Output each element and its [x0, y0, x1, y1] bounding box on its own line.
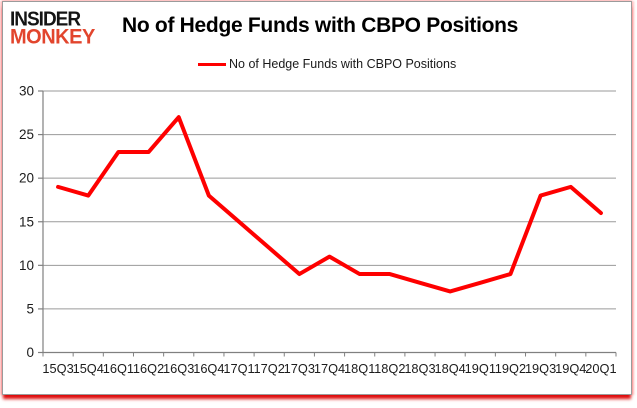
x-tick-label: 18Q2: [374, 361, 405, 376]
logo-text-insider: INSIDER: [10, 8, 81, 31]
x-tick-label: 18Q4: [434, 361, 465, 376]
series-line: [56, 115, 603, 294]
y-tick-label: 20: [19, 171, 34, 186]
chart-frame: [2, 1, 632, 395]
x-tick-label: 18Q3: [404, 361, 435, 376]
x-tick-label: 17Q1: [223, 361, 254, 376]
x-tick-label: 19Q1: [465, 361, 496, 376]
y-tick-label: 30: [19, 84, 34, 99]
x-tick-label: 19Q2: [495, 361, 526, 376]
y-tick-label: 10: [19, 258, 34, 273]
y-tick-label: 15: [19, 214, 34, 229]
x-tick-label: 20Q1: [585, 361, 616, 376]
legend-line-swatch: [198, 62, 226, 66]
x-tick-label: 16Q4: [193, 361, 224, 376]
x-tick-label: 17Q4: [314, 361, 345, 376]
legend-label: No of Hedge Funds with CBPO Positions: [229, 57, 457, 71]
legend: No of Hedge Funds with CBPO Positions: [198, 55, 456, 73]
x-tick-label: 17Q2: [254, 361, 285, 376]
x-tick-label: 15Q4: [73, 361, 104, 376]
insider-monkey-logo: INSIDER MONKEY: [10, 8, 95, 50]
x-tick-label: 17Q3: [284, 361, 315, 376]
y-tick-label: 25: [19, 127, 34, 142]
logo-text-monkey: MONKEY: [10, 25, 95, 50]
x-tick-label: 19Q3: [525, 361, 556, 376]
x-tick-label: 16Q2: [133, 361, 164, 376]
x-tick-label: 19Q4: [555, 361, 586, 376]
x-tick-label: 16Q1: [103, 361, 134, 376]
x-tick-label: 16Q3: [163, 361, 194, 376]
y-tick-label: 5: [26, 301, 34, 316]
x-tick-label: 18Q1: [344, 361, 375, 376]
x-tick-label: 15Q3: [42, 361, 73, 376]
chart-title: No of Hedge Funds with CBPO Positions: [122, 14, 519, 37]
y-tick-label: 0: [26, 345, 34, 360]
